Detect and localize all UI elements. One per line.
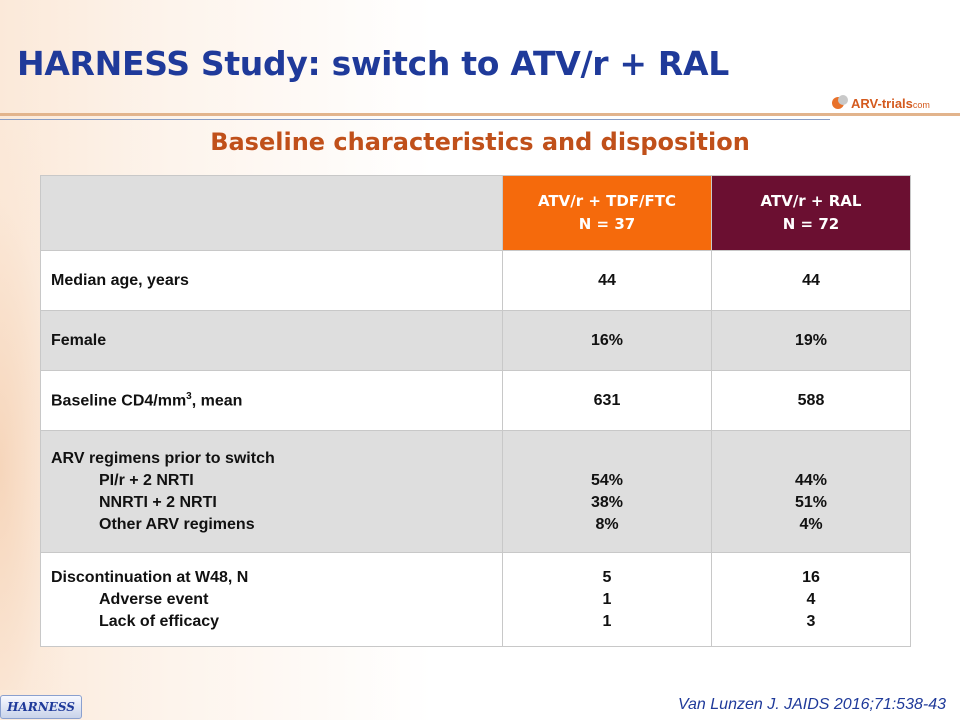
table-row-cd4: Baseline CD4/mm3, mean 631 588	[40, 370, 911, 431]
logo-text: ARV-trialscom	[851, 95, 930, 111]
table-row-age: Median age, years 44 44	[40, 250, 911, 311]
cell-arm1: 44	[502, 250, 712, 311]
cell-arm2: 588	[711, 370, 911, 431]
title-divider	[0, 113, 960, 116]
table-row-female: Female 16% 19%	[40, 310, 911, 371]
harness-tag: HARNESS	[0, 695, 82, 719]
header-blank-cell	[40, 175, 503, 251]
table-row-arv-regimens: ARV regimens prior to switch PI/r + 2 NR…	[40, 430, 911, 553]
slide-subtitle: Baseline characteristics and disposition	[210, 128, 750, 156]
table-header-row: ATV/r + TDF/FTC N = 37 ATV/r + RAL N = 7…	[40, 175, 911, 251]
row-label: Baseline CD4/mm3, mean	[40, 370, 503, 431]
cell-arm1: 5 1 1	[502, 552, 712, 647]
logo-icon	[832, 95, 848, 111]
slide-title: HARNESS Study: switch to ATV/r + RAL	[17, 44, 729, 83]
cell-arm1: 16%	[502, 310, 712, 371]
sub-label: Adverse event	[99, 590, 209, 608]
citation: Van Lunzen J. JAIDS 2016;71:538-43	[677, 696, 946, 713]
arv-trials-logo: ARV-trialscom	[832, 93, 930, 113]
cell-arm1: 54% 38% 8%	[502, 430, 712, 553]
cell-arm2: 16 4 3	[711, 552, 911, 647]
table-row-discontinuation: Discontinuation at W48, N Adverse event …	[40, 552, 911, 647]
cell-arm2: 44	[711, 250, 911, 311]
header-arm-ral: ATV/r + RAL N = 72	[711, 175, 911, 251]
sub-label: PI/r + 2 NRTI	[99, 471, 194, 489]
row-label: Female	[40, 310, 503, 371]
sub-label: Lack of efficacy	[99, 612, 220, 630]
cell-arm1: 631	[502, 370, 712, 431]
header-arm-tdf-ftc: ATV/r + TDF/FTC N = 37	[502, 175, 712, 251]
baseline-table: ATV/r + TDF/FTC N = 37 ATV/r + RAL N = 7…	[40, 175, 911, 647]
cell-arm2: 44% 51% 4%	[711, 430, 911, 553]
row-label: ARV regimens prior to switch PI/r + 2 NR…	[40, 430, 503, 553]
sub-label: NNRTI + 2 NRTI	[99, 493, 217, 511]
row-label: Median age, years	[40, 250, 503, 311]
sub-label: Other ARV regimens	[99, 515, 255, 533]
row-label: Discontinuation at W48, N Adverse event …	[40, 552, 503, 647]
title-divider-thin	[0, 119, 830, 120]
cell-arm2: 19%	[711, 310, 911, 371]
